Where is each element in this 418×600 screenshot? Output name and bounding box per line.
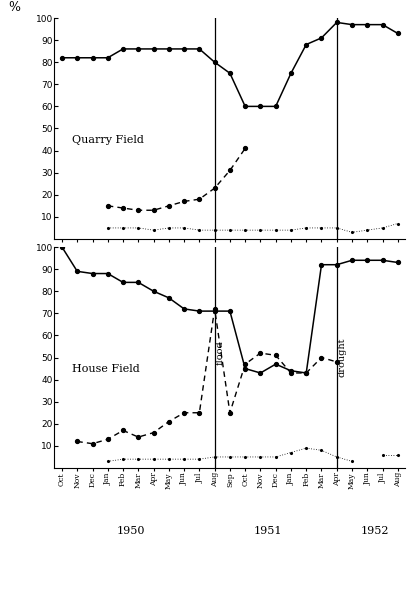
Text: 1950: 1950	[117, 526, 145, 536]
Text: 1951: 1951	[254, 526, 282, 536]
Text: Quarry Field: Quarry Field	[72, 134, 144, 145]
Text: 1952: 1952	[361, 526, 389, 536]
Text: flood: flood	[215, 341, 224, 365]
Text: House Field: House Field	[72, 364, 140, 374]
Text: %: %	[9, 1, 21, 14]
Text: drought: drought	[337, 338, 347, 377]
